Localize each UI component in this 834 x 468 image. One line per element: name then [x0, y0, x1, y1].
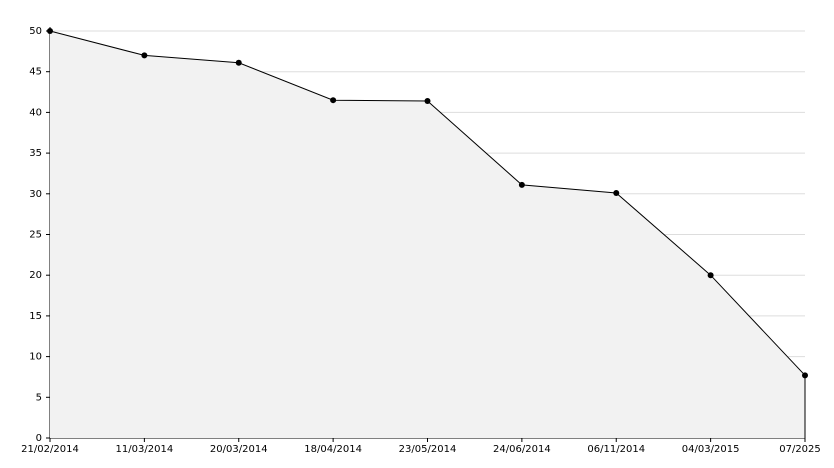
point: [707, 272, 714, 279]
point: [330, 97, 337, 104]
point: [424, 98, 431, 105]
y-tick-label: 50: [29, 26, 42, 37]
y-tick-label: 15: [29, 311, 42, 322]
x-tick-label: 18/04/2014: [304, 444, 362, 455]
y-tick-label: 30: [29, 189, 42, 200]
y-tick-label: 20: [29, 270, 42, 281]
point: [613, 189, 620, 196]
x-tick-label: 24/06/2014: [493, 444, 551, 455]
area: [50, 31, 805, 438]
y-tick-label: 25: [29, 230, 42, 241]
x-tick-label: 07/2025: [779, 444, 821, 455]
point: [235, 59, 242, 66]
x-tick-label: 06/11/2014: [587, 444, 645, 455]
y-tick-label: 40: [29, 107, 42, 118]
x-tick-label: 21/02/2014: [21, 444, 79, 455]
y-tick-label: 5: [36, 392, 42, 403]
x-tick-label: 20/03/2014: [210, 444, 268, 455]
x-tick-label: 04/03/2015: [682, 444, 740, 455]
y-tick-label: 10: [29, 352, 42, 363]
y-tick-label: 35: [29, 148, 42, 159]
point: [518, 181, 525, 188]
y-tick-label: 0: [36, 433, 42, 444]
y-tick-label: 45: [29, 67, 42, 78]
point: [802, 372, 808, 379]
x-tick-label: 23/05/2014: [399, 444, 457, 455]
point: [47, 28, 53, 34]
point: [141, 52, 148, 59]
x-tick-label: 11/03/2014: [116, 444, 174, 455]
